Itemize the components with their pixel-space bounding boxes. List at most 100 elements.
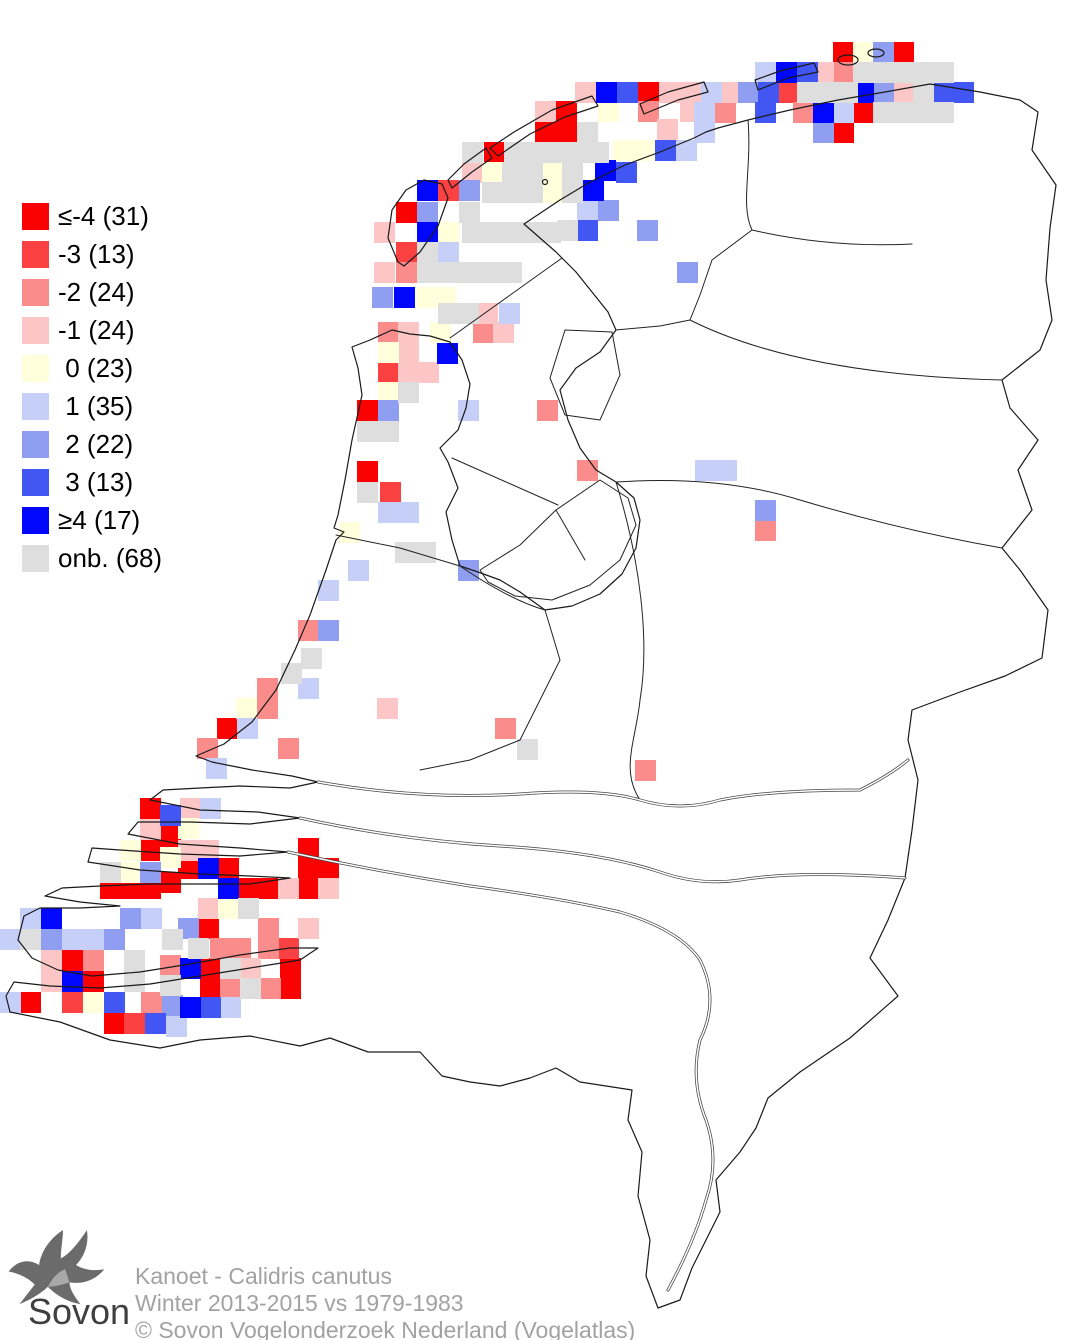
grid-cell	[258, 918, 279, 939]
grid-cell	[298, 878, 319, 899]
grid-cell	[318, 580, 339, 601]
grid-cell	[348, 560, 369, 581]
grid-cell	[438, 242, 459, 263]
grid-cell	[198, 918, 219, 939]
grid-cell	[577, 200, 598, 221]
grid-cell	[395, 542, 416, 563]
grid-cell	[220, 958, 241, 979]
grid-cell	[522, 182, 543, 203]
grid-cell	[813, 122, 834, 143]
grid-cell	[833, 42, 854, 63]
grid-cell	[677, 262, 698, 283]
grid-cell	[318, 878, 339, 899]
grid-cell	[504, 142, 525, 163]
grid-cell	[160, 805, 181, 826]
grid-cell	[893, 42, 914, 63]
grid-cell	[104, 1013, 125, 1034]
grid-cell	[459, 202, 480, 223]
grid-cell	[502, 222, 523, 243]
grid-cell	[188, 938, 209, 959]
grid-cell	[162, 929, 183, 950]
grid-cell	[562, 162, 583, 183]
grid-cell	[83, 929, 104, 950]
grid-cell	[417, 242, 438, 263]
grid-cell	[20, 992, 41, 1013]
grid-cell	[542, 162, 563, 183]
grid-cell	[62, 950, 83, 971]
grid-cell	[495, 718, 516, 739]
grid-cell	[374, 222, 395, 243]
grid-cell	[394, 287, 415, 308]
grid-cell	[738, 82, 759, 103]
grid-cell	[218, 878, 239, 899]
grid-cell	[755, 62, 776, 83]
grid-cell	[378, 362, 399, 383]
grid-cell	[695, 460, 716, 481]
sovon-logo-bird-icon	[8, 1230, 105, 1305]
grid-cell	[318, 858, 339, 879]
grid-cell	[893, 102, 914, 123]
grid-cell	[396, 242, 417, 263]
grid-cell	[438, 303, 459, 324]
grid-cell	[438, 180, 459, 201]
grid-cell	[20, 908, 41, 929]
grid-cell	[417, 262, 438, 283]
grid-cell	[41, 908, 62, 929]
grid-cell	[415, 287, 436, 308]
grid-cell	[577, 460, 598, 481]
grid-cell	[141, 908, 162, 929]
grid-cell	[124, 1013, 145, 1034]
grid-cell	[694, 102, 715, 123]
grid-cell	[178, 818, 199, 839]
grid-cell	[298, 858, 319, 879]
grid-cell	[83, 992, 104, 1013]
grid-cell	[873, 82, 894, 103]
grid-cell	[140, 819, 161, 840]
copyright-line: © Sovon Vogelonderzoek Nederland (Vogela…	[135, 1317, 636, 1340]
legend-item: -3 (13)	[22, 235, 162, 273]
grid-cell	[140, 862, 161, 883]
grid-cell	[438, 222, 459, 243]
grid-cell	[462, 222, 483, 243]
grid-cell	[893, 62, 914, 83]
grid-cell	[462, 142, 483, 163]
grid-cell	[484, 142, 505, 163]
grid-cell	[913, 82, 934, 103]
grid-cell	[535, 101, 556, 122]
grid-cell	[458, 560, 479, 581]
grid-cell	[522, 162, 543, 183]
grid-cell	[180, 798, 201, 819]
grid-cell	[236, 698, 257, 719]
grid-cell	[166, 1016, 187, 1037]
grid-cell	[180, 997, 201, 1018]
sovon-logo-text: Sovon	[28, 1291, 131, 1332]
legend-item-label: ≤-4 (31)	[58, 200, 149, 231]
grid-cell	[200, 798, 221, 819]
grid-cell	[953, 82, 974, 103]
grid-cell	[853, 62, 874, 83]
grid-cell	[378, 400, 399, 421]
grid-cell	[833, 62, 854, 83]
legend-item-label: 1 (35)	[58, 390, 134, 421]
grid-cell	[933, 82, 954, 103]
grid-cell	[257, 698, 278, 719]
grid-cell	[278, 938, 299, 959]
grid-cell	[160, 847, 181, 868]
grid-cell	[459, 180, 480, 201]
grid-cell	[634, 140, 655, 161]
grid-cell	[596, 82, 617, 103]
legend-color-chip	[22, 354, 49, 382]
grid-cell	[933, 102, 954, 123]
grid-cell	[378, 502, 399, 523]
grid-cell	[237, 718, 258, 739]
grid-cell	[833, 122, 854, 143]
grid-cell	[83, 971, 104, 992]
grid-cell	[200, 978, 221, 999]
grid-cell	[396, 202, 417, 223]
species-title: Kanoet - Calidris canutus	[135, 1263, 392, 1289]
grid-cell	[398, 502, 419, 523]
grid-cell	[638, 101, 659, 122]
grid-cell	[62, 929, 83, 950]
grid-cell	[357, 421, 378, 442]
